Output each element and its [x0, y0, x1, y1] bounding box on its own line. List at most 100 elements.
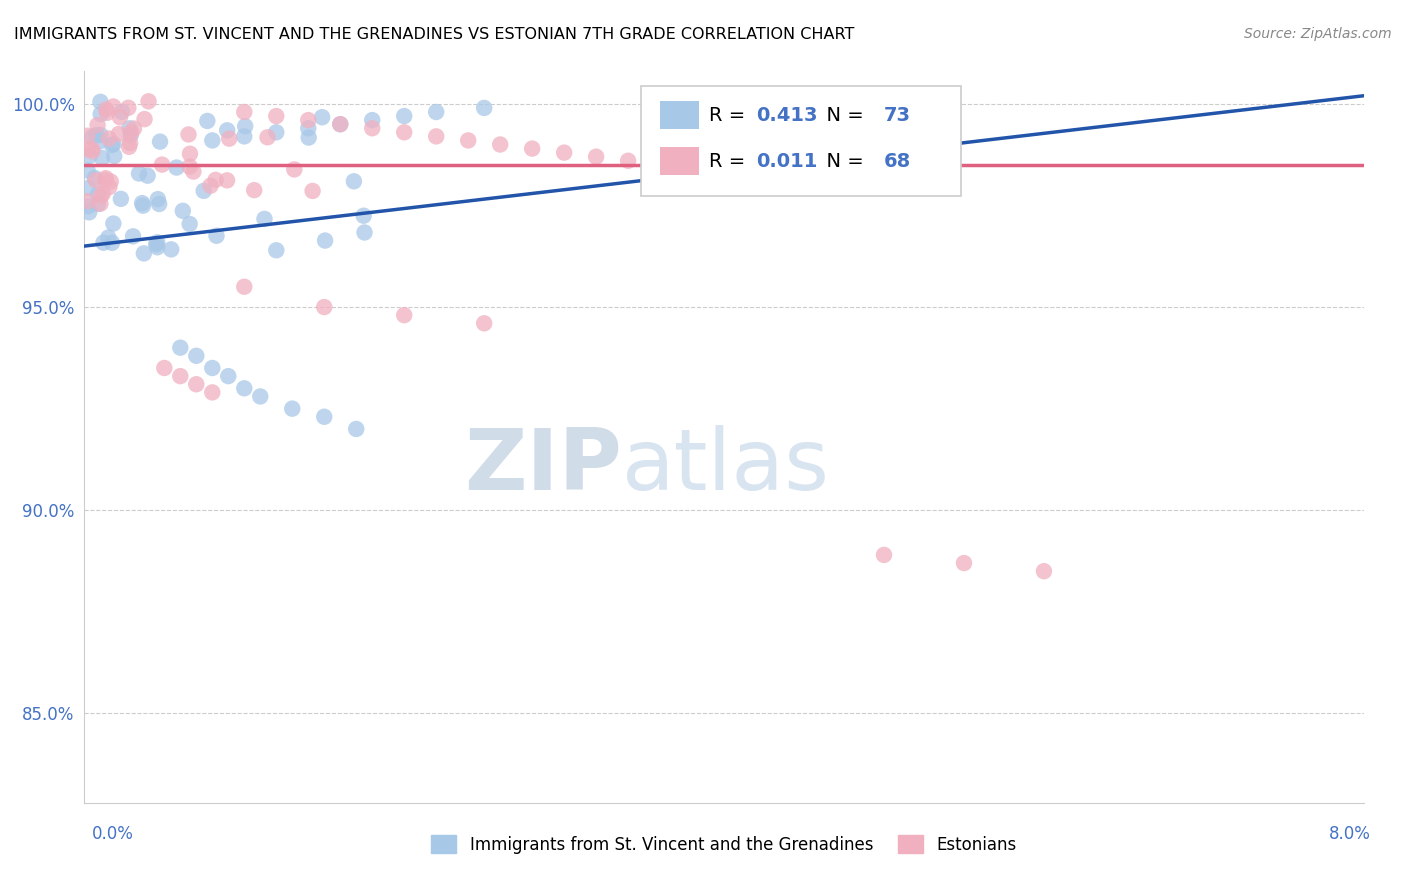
Point	[233, 381, 256, 395]
Point	[953, 556, 976, 570]
Point	[89, 135, 111, 149]
Point	[298, 130, 321, 145]
Point	[76, 181, 98, 195]
Point	[256, 130, 278, 145]
Point	[314, 234, 336, 248]
Point	[97, 131, 120, 145]
Point	[233, 120, 256, 134]
Point	[201, 133, 224, 147]
Point	[122, 229, 145, 244]
Bar	[661, 102, 699, 129]
Point	[713, 166, 735, 180]
Point	[394, 109, 416, 123]
Point	[343, 174, 366, 188]
Point	[148, 197, 170, 211]
Point	[218, 131, 240, 145]
Point	[79, 149, 101, 163]
Point	[86, 118, 108, 132]
Point	[128, 167, 150, 181]
Point	[77, 205, 100, 219]
Point	[82, 145, 104, 159]
Point	[94, 171, 117, 186]
Point	[111, 104, 134, 119]
Point	[120, 128, 142, 143]
Point	[103, 137, 125, 152]
Text: IMMIGRANTS FROM ST. VINCENT AND THE GRENADINES VS ESTONIAN 7TH GRADE CORRELATION: IMMIGRANTS FROM ST. VINCENT AND THE GREN…	[14, 27, 855, 42]
Point	[136, 169, 159, 183]
Point	[76, 143, 98, 157]
Point	[681, 161, 703, 176]
Point	[87, 187, 110, 202]
Point	[553, 145, 575, 160]
Point	[146, 192, 169, 206]
Point	[201, 361, 224, 376]
Point	[179, 160, 201, 174]
Point	[160, 243, 183, 257]
Point	[217, 123, 239, 137]
Point	[122, 121, 145, 136]
Point	[179, 146, 201, 161]
Point	[90, 189, 112, 203]
Point	[103, 149, 125, 163]
Point	[186, 349, 208, 363]
Point	[329, 117, 352, 131]
Point	[217, 369, 239, 384]
Point	[96, 103, 118, 117]
Point	[138, 95, 160, 109]
Point	[131, 196, 153, 211]
Point	[94, 173, 117, 187]
Point	[314, 300, 336, 314]
Point	[146, 240, 169, 254]
Point	[89, 196, 111, 211]
Point	[297, 121, 319, 136]
Point	[98, 180, 121, 194]
Text: 8.0%: 8.0%	[1329, 825, 1371, 843]
Point	[93, 235, 115, 250]
Point	[425, 129, 447, 144]
Point	[172, 203, 194, 218]
Point	[745, 169, 768, 184]
Point	[1032, 564, 1054, 578]
Point	[146, 235, 169, 250]
Point	[457, 133, 479, 147]
Point	[314, 409, 336, 424]
Point	[297, 113, 319, 128]
Point	[873, 548, 896, 562]
Point	[264, 125, 288, 139]
Point	[472, 101, 495, 115]
Point	[117, 101, 139, 115]
Point	[200, 178, 222, 193]
Point	[183, 164, 205, 178]
Point	[617, 153, 640, 168]
Point	[361, 113, 384, 128]
Point	[103, 217, 125, 231]
Point	[472, 316, 495, 330]
Point	[205, 228, 228, 243]
Point	[301, 184, 323, 198]
Point	[108, 127, 131, 141]
Point	[425, 105, 447, 120]
Text: ZIP: ZIP	[464, 425, 621, 508]
Point	[166, 161, 188, 175]
Text: R =: R =	[709, 106, 751, 125]
Point	[108, 110, 131, 124]
Point	[149, 135, 172, 149]
Point	[264, 109, 288, 123]
Point	[281, 401, 304, 416]
Point	[169, 369, 191, 384]
Point	[120, 125, 142, 139]
Point	[101, 138, 124, 153]
Point	[90, 107, 112, 121]
Point	[201, 385, 224, 400]
Point	[266, 244, 288, 258]
Point	[169, 341, 191, 355]
Point	[90, 128, 112, 142]
Point	[344, 422, 367, 436]
Point	[353, 226, 375, 240]
Point	[361, 121, 384, 136]
Point	[648, 158, 672, 172]
Text: 0.413: 0.413	[756, 106, 817, 125]
Text: 68: 68	[884, 152, 911, 171]
Point	[86, 128, 108, 142]
Text: 73: 73	[884, 106, 911, 125]
